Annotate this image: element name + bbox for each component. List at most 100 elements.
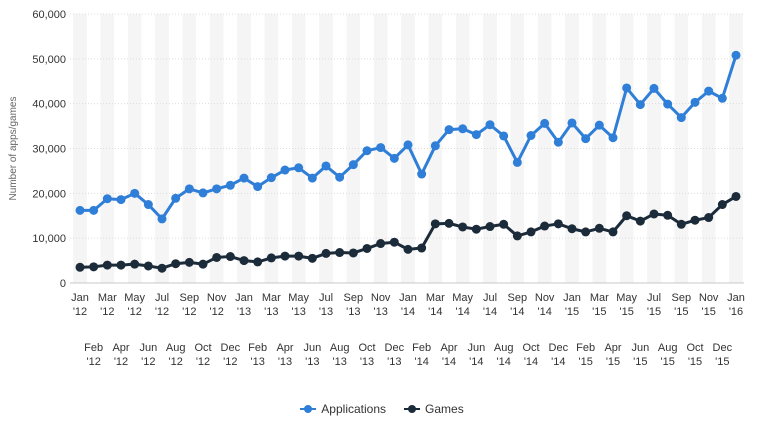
x-tick-year: '13 bbox=[237, 306, 251, 318]
x-tick-label: Sep bbox=[672, 292, 692, 304]
plot-band bbox=[455, 14, 470, 283]
games-data-point bbox=[717, 200, 727, 210]
x-tick-label: Apr bbox=[440, 342, 457, 354]
x-tick-label: Sep bbox=[180, 292, 200, 304]
applications-data-point bbox=[75, 205, 85, 215]
applications-data-point bbox=[171, 193, 181, 203]
x-tick-year: '14 bbox=[496, 356, 510, 368]
x-tick-label: Jan bbox=[235, 292, 253, 304]
y-tick-label: 60,000 bbox=[32, 9, 66, 21]
applications-data-point bbox=[130, 188, 140, 198]
x-tick-label: Oct bbox=[686, 342, 703, 354]
games-data-point bbox=[540, 221, 550, 231]
plot-band bbox=[127, 14, 142, 283]
applications-data-point bbox=[348, 160, 358, 170]
games-data-point bbox=[690, 215, 700, 225]
y-tick-label: 30,000 bbox=[32, 144, 66, 156]
x-tick-label: Sep bbox=[344, 292, 364, 304]
x-tick-label: Aug bbox=[658, 342, 678, 354]
applications-data-point bbox=[444, 125, 454, 135]
applications-data-point bbox=[389, 153, 399, 163]
applications-data-point bbox=[102, 194, 112, 204]
applications-data-point bbox=[567, 118, 577, 128]
plot-band bbox=[674, 14, 689, 283]
y-tick-label: 0 bbox=[60, 278, 66, 290]
x-tick-year: '13 bbox=[332, 356, 346, 368]
legend-item-applications[interactable]: Applications bbox=[300, 402, 386, 416]
x-tick-label: Mar bbox=[262, 292, 281, 304]
x-tick-year: '12 bbox=[209, 306, 223, 318]
x-tick-label: Jun bbox=[139, 342, 157, 354]
games-data-point bbox=[553, 219, 563, 229]
x-tick-label: Feb bbox=[412, 342, 431, 354]
games-data-point bbox=[321, 248, 331, 258]
games-data-point bbox=[307, 253, 317, 263]
x-tick-label: Mar bbox=[590, 292, 609, 304]
x-tick-year: '12 bbox=[86, 356, 100, 368]
games-data-point bbox=[417, 243, 427, 253]
games-data-point bbox=[335, 248, 345, 258]
applications-data-point bbox=[294, 163, 304, 173]
games-data-point bbox=[198, 259, 208, 269]
x-tick-label: Nov bbox=[371, 292, 391, 304]
x-tick-label: Jan bbox=[399, 292, 417, 304]
plot-band bbox=[209, 14, 224, 283]
applications-data-point bbox=[184, 184, 194, 194]
applications-data-point bbox=[731, 50, 741, 60]
games-data-point bbox=[75, 262, 85, 272]
applications-data-point bbox=[594, 120, 604, 130]
applications-data-point bbox=[526, 130, 536, 140]
x-tick-year: '12 bbox=[141, 356, 155, 368]
applications-data-point bbox=[622, 83, 632, 93]
games-data-point bbox=[594, 223, 604, 233]
x-tick-label: Aug bbox=[330, 342, 350, 354]
x-tick-year: '12 bbox=[73, 306, 87, 318]
games-data-point bbox=[212, 252, 222, 262]
x-tick-year: '14 bbox=[551, 356, 565, 368]
applications-data-point bbox=[581, 134, 591, 144]
x-tick-year: '13 bbox=[305, 356, 319, 368]
applications-data-point bbox=[553, 137, 563, 147]
x-tick-year: '14 bbox=[524, 356, 538, 368]
games-data-point bbox=[731, 191, 741, 201]
games-data-point bbox=[253, 257, 263, 267]
applications-data-point bbox=[704, 86, 714, 96]
x-tick-label: Feb bbox=[248, 342, 267, 354]
games-data-point bbox=[526, 227, 536, 237]
games-data-point bbox=[430, 219, 440, 229]
games-data-point bbox=[239, 256, 249, 266]
games-data-point bbox=[608, 227, 618, 237]
legend-item-games[interactable]: Games bbox=[404, 402, 464, 416]
games-data-point bbox=[676, 219, 686, 229]
x-tick-year: '13 bbox=[278, 356, 292, 368]
y-axis-title: Number of apps/games bbox=[8, 97, 19, 201]
applications-data-point bbox=[225, 180, 235, 190]
applications-data-point bbox=[89, 205, 99, 215]
x-tick-year: '13 bbox=[319, 306, 333, 318]
games-data-point bbox=[403, 244, 413, 254]
applications-data-point bbox=[403, 140, 413, 150]
x-tick-year: '14 bbox=[442, 356, 456, 368]
x-tick-label: Sep bbox=[508, 292, 528, 304]
games-data-point bbox=[348, 248, 358, 258]
y-tick-label: 10,000 bbox=[32, 233, 66, 245]
x-tick-year: '12 bbox=[100, 306, 114, 318]
x-tick-year: '14 bbox=[428, 306, 442, 318]
applications-data-point bbox=[417, 169, 427, 179]
games-data-point bbox=[704, 213, 714, 223]
x-tick-year: '13 bbox=[346, 306, 360, 318]
plot-band bbox=[346, 14, 361, 283]
games-data-point bbox=[567, 224, 577, 234]
x-tick-label: Dec bbox=[713, 342, 733, 354]
x-tick-label: Jun bbox=[631, 342, 649, 354]
x-tick-year: '14 bbox=[483, 306, 497, 318]
x-tick-year: '13 bbox=[250, 356, 264, 368]
games-data-point bbox=[622, 211, 632, 221]
x-tick-label: Jul bbox=[319, 292, 333, 304]
games-data-point bbox=[649, 209, 659, 219]
applications-data-point bbox=[676, 113, 686, 123]
applications-data-point bbox=[212, 184, 222, 194]
series-group bbox=[75, 50, 741, 273]
y-axis: 0 10,000 20,000 30,000 40,000 50,000 60,000 bbox=[32, 9, 66, 290]
x-tick-label: Oct bbox=[194, 342, 211, 354]
